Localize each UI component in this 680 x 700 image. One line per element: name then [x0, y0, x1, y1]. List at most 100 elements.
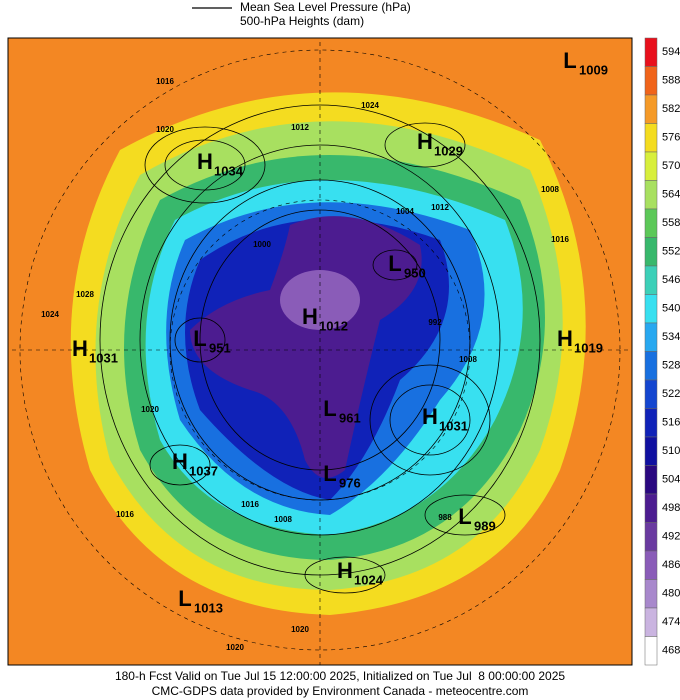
- colorbar-label: 582: [662, 103, 680, 115]
- colorbar-label: 552: [662, 246, 680, 258]
- center-value: 1034: [214, 163, 244, 178]
- colorbar-label: 558: [662, 217, 680, 229]
- center-type: L: [178, 586, 191, 611]
- graticule: [8, 38, 632, 665]
- colorbar-swatch: [644, 493, 658, 523]
- colorbar-swatch: [644, 123, 658, 153]
- colorbar-swatch: [644, 636, 658, 666]
- colorbar-label: 576: [662, 132, 680, 144]
- center-type: L: [193, 326, 206, 351]
- center-type: H: [172, 449, 188, 474]
- center-value: 1019: [574, 340, 603, 355]
- map-frame: [7, 37, 633, 666]
- center-value: 976: [339, 475, 361, 490]
- colorbar-swatch: [644, 37, 658, 67]
- colorbar-label: 534: [662, 331, 680, 343]
- center-value: 1024: [354, 572, 384, 587]
- colorbar-label: 486: [662, 559, 680, 571]
- center-value: 1029: [434, 143, 463, 158]
- colorbar-label: 474: [662, 616, 680, 628]
- center-type: H: [422, 404, 438, 429]
- colorbar-swatch: [644, 436, 658, 466]
- footer-line1: 180-h Fcst Valid on Tue Jul 15 12:00:00 …: [115, 669, 565, 683]
- colorbar-swatch: [644, 579, 658, 609]
- legend-line-label: Mean Sea Level Pressure (hPa): [240, 0, 411, 14]
- colorbar-swatch: [644, 465, 658, 495]
- colorbar-swatch: [644, 322, 658, 352]
- isobar-label: 988: [438, 513, 452, 522]
- colorbar-swatch: [644, 180, 658, 210]
- center-type: L: [323, 461, 336, 486]
- isobar-label: 1008: [274, 515, 292, 524]
- colorbar-label: 588: [662, 75, 680, 87]
- isobar-label: 1016: [156, 77, 174, 86]
- center-type: H: [337, 558, 353, 583]
- colorbar-label: 510: [662, 445, 680, 457]
- isobar-label: 1016: [551, 235, 569, 244]
- center-value: 1037: [189, 463, 218, 478]
- colorbar-label: 492: [662, 531, 680, 543]
- isobar-label: 1004: [396, 207, 414, 216]
- colorbar-label: 564: [662, 189, 680, 201]
- colorbar-label: 528: [662, 360, 680, 372]
- isobar-label: 1008: [459, 355, 477, 364]
- center-type: H: [197, 149, 213, 174]
- colorbar-swatch: [644, 379, 658, 409]
- center-value: 951: [209, 340, 231, 355]
- isobar-label: 992: [428, 318, 442, 327]
- map: 1016 1024 1020 1012 1028 1024 1020 1016 1004 1008…: [8, 38, 632, 665]
- center-value: 950: [404, 265, 426, 280]
- isobar-label: 1024: [361, 101, 379, 110]
- colorbar-label: 498: [662, 502, 680, 514]
- height-492: [190, 216, 422, 479]
- colorbar-swatch: [644, 522, 658, 552]
- colorbar-swatch: [644, 607, 658, 637]
- colorbar-label: 480: [662, 588, 680, 600]
- colorbar-label: 546: [662, 274, 680, 286]
- colorbar-swatch: [644, 550, 658, 580]
- center-type: L: [388, 251, 401, 276]
- isobar-label: 1028: [76, 290, 94, 299]
- center-type: L: [323, 396, 336, 421]
- center-type: H: [557, 326, 573, 351]
- isobar-label: 1012: [431, 203, 449, 212]
- center-type: H: [417, 129, 433, 154]
- colorbar-label: 570: [662, 160, 680, 172]
- colorbar-label: 540: [662, 303, 680, 315]
- colorbar-swatch: [644, 237, 658, 267]
- colorbar-label: 516: [662, 417, 680, 429]
- center-type: H: [302, 304, 318, 329]
- colorbar-swatch: [644, 94, 658, 124]
- center-value: 961: [339, 410, 361, 425]
- center-type: H: [72, 336, 88, 361]
- isobar-label: 1024: [41, 310, 59, 319]
- center-type: L: [458, 504, 471, 529]
- colorbar: 594 588 582 576 570 564 558 552 546 540 534 528 522 5…: [644, 37, 680, 666]
- colorbar-label: 468: [662, 645, 680, 657]
- center-value: 989: [474, 518, 496, 533]
- isobar-label: 1012: [291, 123, 309, 132]
- isobar-label: 1020: [141, 405, 159, 414]
- isobar-label: 1016: [116, 510, 134, 519]
- center-type: L: [563, 48, 576, 73]
- center-value: 1013: [194, 600, 223, 615]
- colorbar-label: 522: [662, 388, 680, 400]
- center-value: 1031: [439, 418, 468, 433]
- colorbar-label: 504: [662, 474, 680, 486]
- colorbar-swatch: [644, 265, 658, 295]
- isobar-label: 1000: [253, 240, 271, 249]
- footer-line2: CMC-GDPS data provided by Environment Ca…: [152, 684, 529, 698]
- center-value: 1009: [579, 62, 608, 77]
- isobar-label: 1020: [156, 125, 174, 134]
- colorbar-swatch: [644, 151, 658, 181]
- isobar-label: 1008: [541, 185, 559, 194]
- center-value: 1031: [89, 350, 118, 365]
- legend-fill-label: 500-hPa Heights (dam): [240, 14, 364, 28]
- colorbar-swatch: [644, 408, 658, 438]
- isobar-label: 1020: [291, 625, 309, 634]
- colorbar-label: 594: [662, 46, 680, 58]
- colorbar-swatch: [644, 351, 658, 381]
- isobar-label: 1016: [241, 500, 259, 509]
